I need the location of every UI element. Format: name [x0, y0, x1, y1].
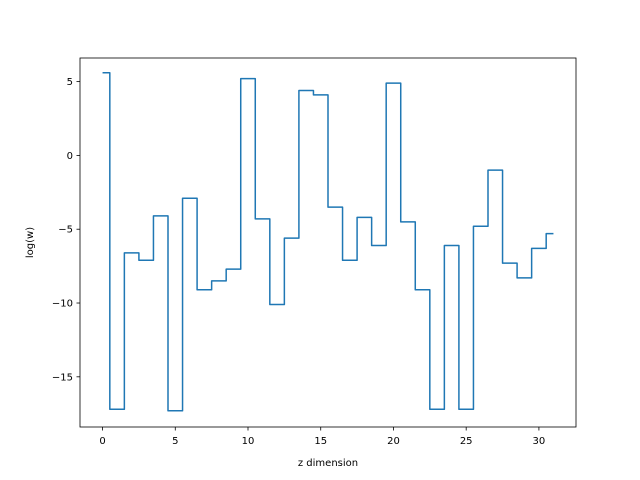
y-tick-label: −5	[58, 225, 73, 236]
x-axis-ticks: 0 5 10 15 20 25 30	[99, 427, 545, 447]
x-tick-label: 0	[99, 436, 105, 447]
y-tick-label: 5	[67, 77, 73, 88]
x-tick-label: 30	[533, 436, 546, 447]
x-tick-label: 15	[314, 436, 327, 447]
x-axis-label: z dimension	[298, 458, 358, 469]
y-tick-label: −15	[52, 372, 73, 383]
x-tick-label: 5	[172, 436, 178, 447]
x-tick-label: 10	[242, 436, 255, 447]
plot-area	[102, 72, 554, 412]
axes-frame	[79, 57, 577, 428]
x-tick-label: 20	[387, 436, 400, 447]
y-tick-label: 0	[67, 151, 73, 162]
y-axis-label: log(w)	[25, 227, 36, 258]
y-tick-label: −10	[52, 299, 73, 310]
y-axis-ticks: 5 0 −5 −10 −15	[52, 77, 80, 383]
series-line	[102, 72, 554, 412]
x-tick-label: 25	[460, 436, 473, 447]
